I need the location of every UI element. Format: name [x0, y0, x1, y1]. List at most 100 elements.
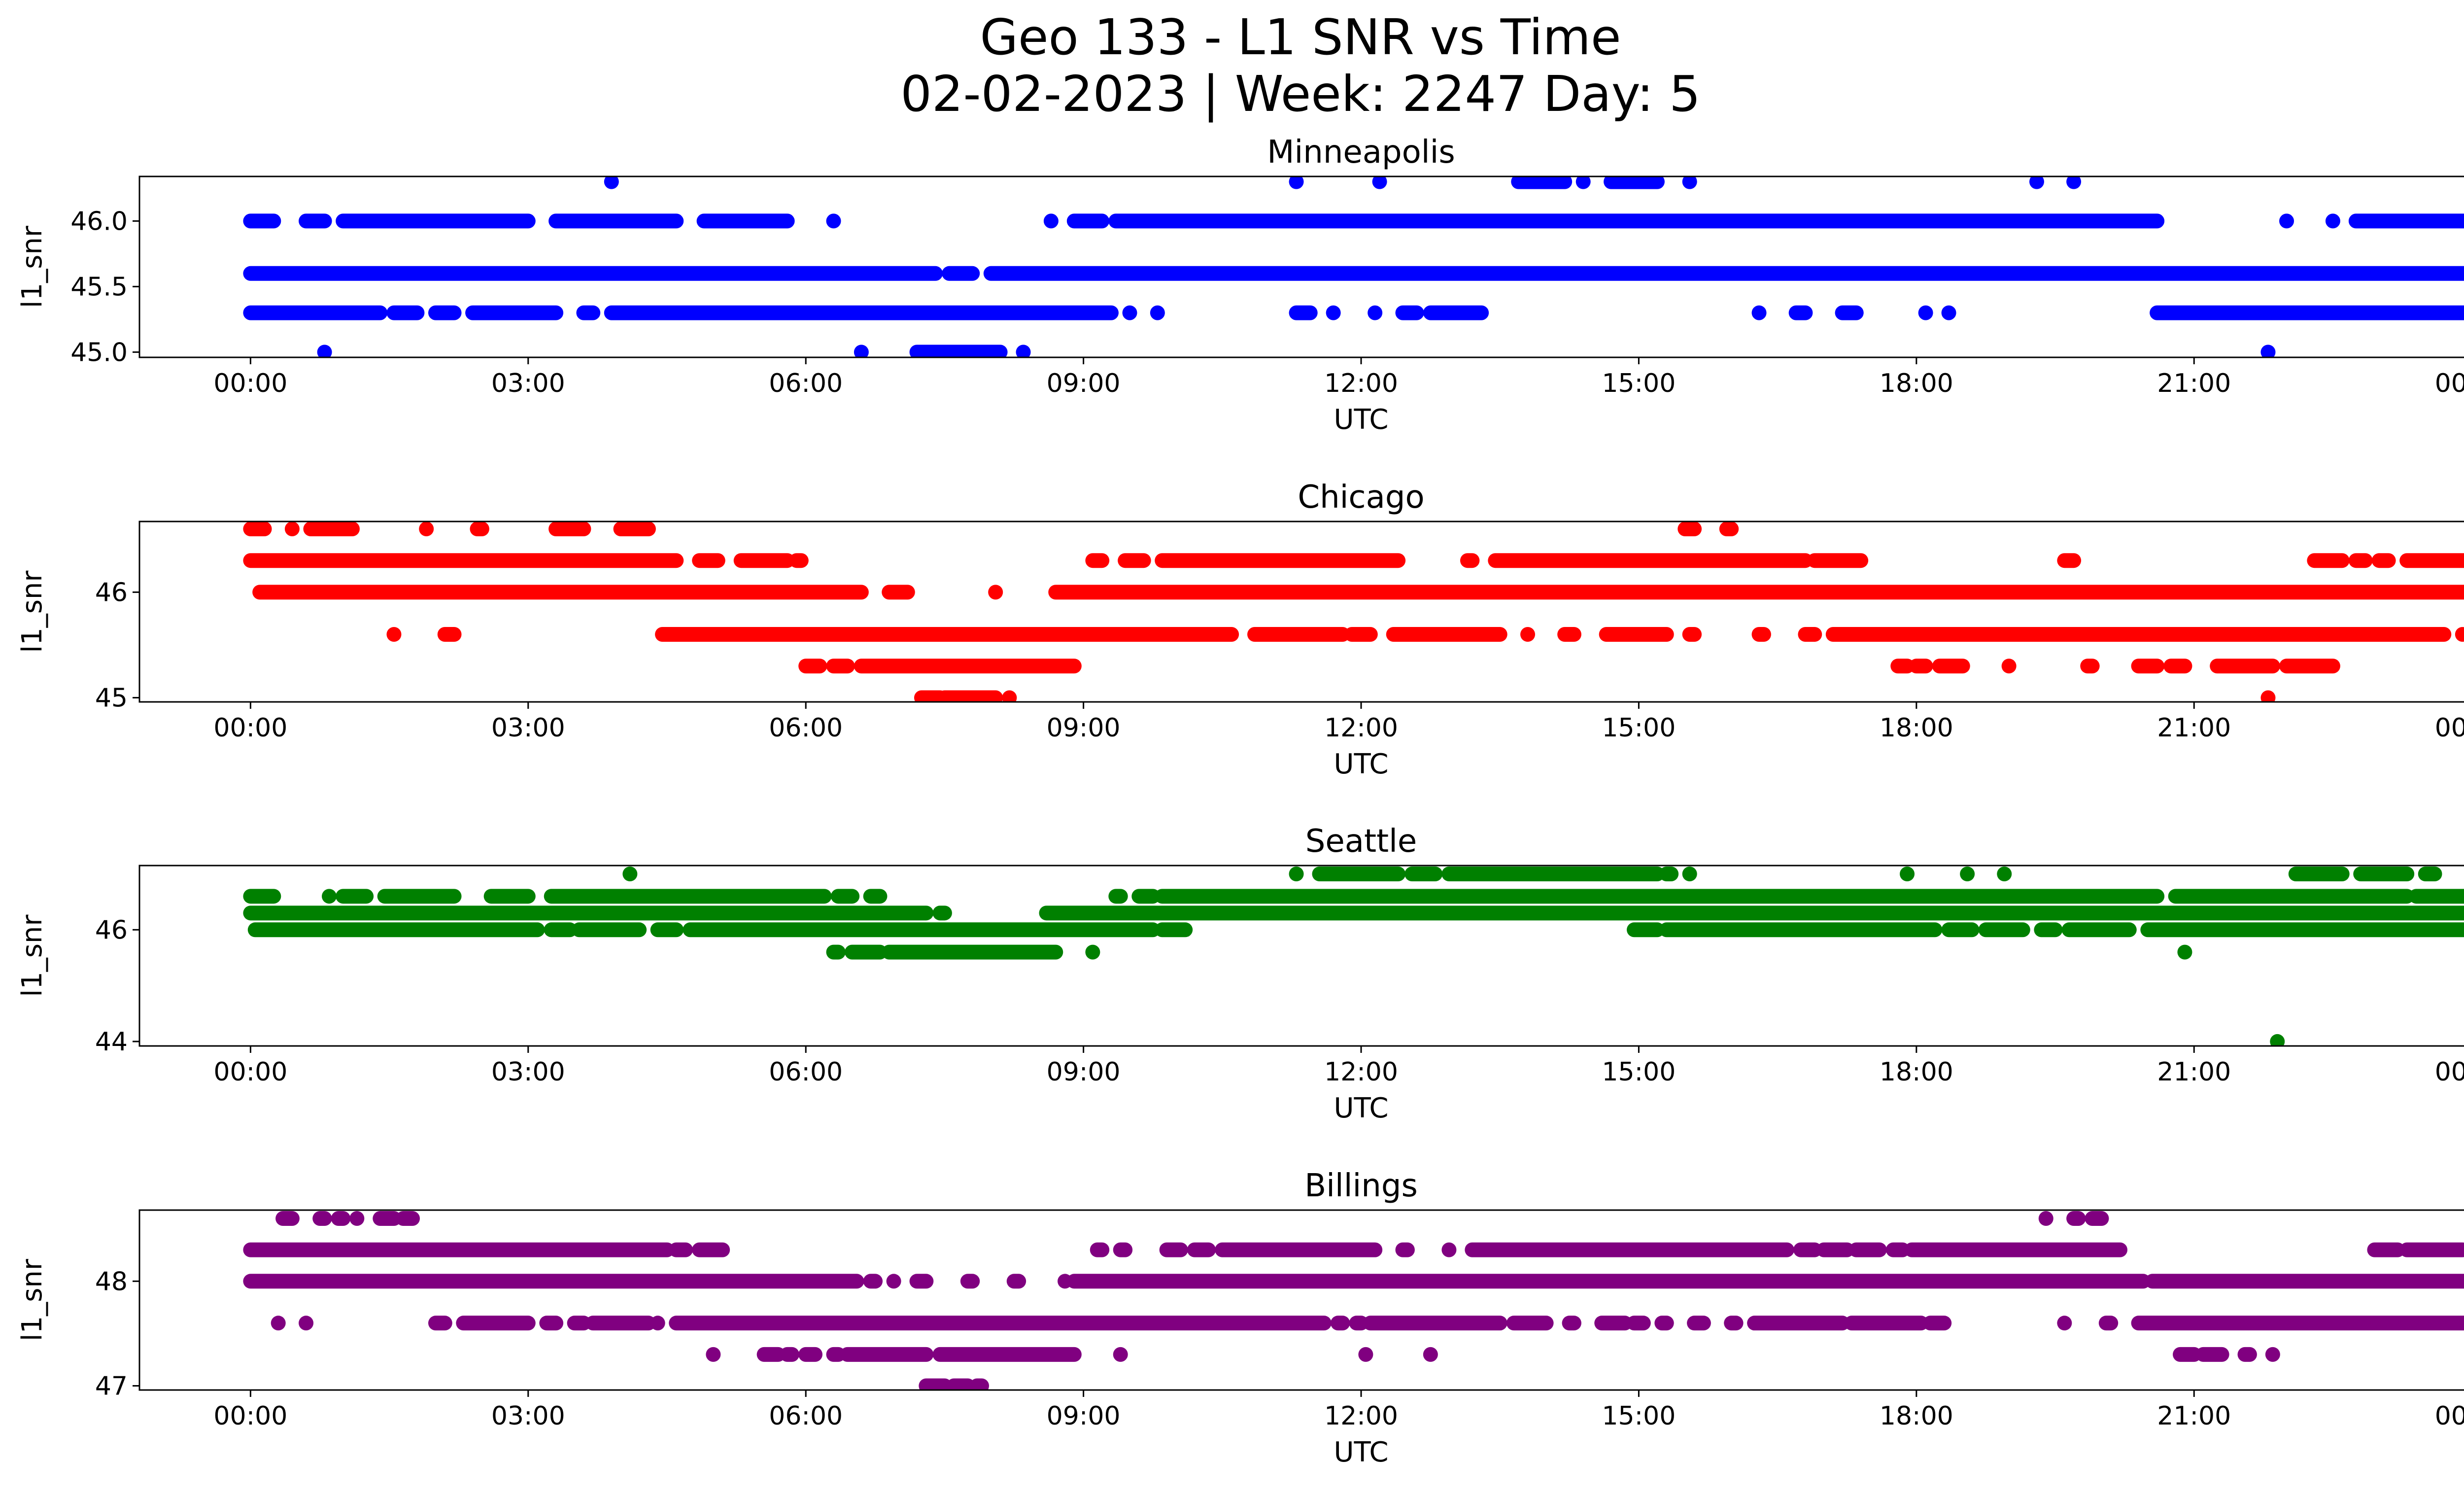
data-point-run [1604, 176, 1665, 189]
data-point-run [2418, 866, 2442, 881]
data-point-run [1048, 585, 2464, 600]
data-point-run [2163, 659, 2192, 674]
data-point [1368, 305, 1383, 320]
data-point-run [604, 305, 1119, 320]
data-point-run [1460, 553, 1480, 568]
data-point [1372, 176, 1387, 189]
data-points [243, 866, 2464, 1046]
data-point-run [1289, 305, 1318, 320]
data-point-run [2057, 553, 2082, 568]
data-point [1441, 1242, 1457, 1257]
data-point-run [303, 522, 360, 536]
data-point-run [826, 659, 855, 674]
data-point-run [275, 1211, 300, 1226]
data-point-run [1798, 627, 1822, 642]
data-point [349, 1211, 365, 1226]
data-point-run [2307, 553, 2350, 568]
data-point-run [544, 922, 578, 938]
data-point [1520, 627, 1536, 642]
data-point [1085, 944, 1100, 960]
data-point-run [243, 266, 943, 281]
data-point [2260, 345, 2276, 357]
data-point-run [1090, 1242, 1110, 1257]
data-point-run [733, 553, 795, 568]
x-tick-label: 21:00 [2157, 1401, 2231, 1431]
data-point-run [909, 1274, 934, 1289]
data-point-run [2371, 553, 2396, 568]
data-point-run [2237, 1347, 2257, 1362]
data-point-run [1155, 922, 1193, 938]
y-tick-label: 48 [95, 1267, 128, 1296]
data-point [1918, 305, 1933, 320]
x-tick-label: 12:00 [1324, 369, 1398, 398]
data-point-run [2399, 1242, 2464, 1257]
data-point-run [373, 1211, 402, 1226]
data-point-run [243, 905, 934, 921]
x-axis-label: UTC [1334, 748, 1388, 780]
data-point-run [1006, 1274, 1027, 1289]
data-point-run [585, 1316, 656, 1331]
data-point [2038, 1211, 2053, 1226]
data-point-run [2353, 866, 2415, 881]
data-point-run [1349, 1316, 1369, 1331]
y-tick-label: 46.0 [70, 207, 128, 236]
x-tick-label: 09:00 [1047, 1057, 1121, 1087]
data-point-run [312, 1211, 332, 1226]
data-points [243, 522, 2464, 702]
data-point-run [1825, 627, 2452, 642]
data-point-run [1751, 627, 1771, 642]
data-point-run [826, 1347, 846, 1362]
data-point [650, 1316, 665, 1331]
figure-title-line2: 02-02-2023 | Week: 2247 Day: 5 [900, 65, 1700, 123]
x-tick-label: 06:00 [769, 713, 843, 743]
data-point [1960, 866, 1975, 881]
data-point-run [845, 944, 888, 960]
data-point-run [2408, 889, 2464, 904]
y-tick-label: 47 [95, 1372, 128, 1401]
data-point [1043, 213, 1059, 229]
data-point-run [2348, 213, 2464, 229]
panel-minneapolis: Minneapolis 00:00 03:00 06:00 09:00 12:00 15:0… [16, 134, 2464, 436]
data-point-run [2131, 1316, 2464, 1331]
data-point-run [2348, 553, 2373, 568]
x-tick-label: 15:00 [1602, 1057, 1676, 1087]
y-tick-label: 46 [95, 578, 128, 607]
data-point-run [1395, 305, 1424, 320]
data-point-run [1488, 553, 1813, 568]
data-point-run [2288, 866, 2350, 881]
data-point-run [983, 266, 2464, 281]
data-point-run [756, 1347, 786, 1362]
data-point [2177, 944, 2192, 960]
data-point-run [1085, 553, 1110, 568]
data-point-run [1627, 922, 1665, 938]
data-point-run [863, 889, 888, 904]
x-tick-label: 00:00 [2435, 713, 2464, 743]
x-tick-label: 06:00 [769, 1401, 843, 1431]
data-point-run [683, 922, 1161, 938]
data-point [1326, 305, 1341, 320]
x-tick-label: 06:00 [769, 369, 843, 398]
data-point-run [1155, 889, 2165, 904]
x-tick-label: 00:00 [2435, 369, 2464, 398]
data-point-run [247, 922, 545, 938]
data-point-run [692, 553, 725, 568]
data-point-run [336, 213, 536, 229]
data-point [2455, 627, 2464, 642]
data-point-run [243, 1274, 864, 1289]
x-tick-label: 21:00 [2157, 713, 2231, 743]
x-tick-label: 03:00 [491, 369, 565, 398]
data-points [243, 176, 2464, 357]
data-point [2066, 176, 2082, 189]
data-point-run [1682, 627, 1702, 642]
panel-billings: Billings 00:00 03:00 06:00 09:00 12:00 15:00 18… [16, 1168, 2464, 1468]
data-point-run [1511, 176, 1573, 189]
data-point [826, 213, 841, 229]
data-point-run [1904, 1242, 2127, 1257]
data-point [2260, 690, 2276, 702]
x-tick-label: 00:00 [213, 369, 287, 398]
data-point-run [1557, 627, 1581, 642]
data-point-run [2367, 1242, 2405, 1257]
panels-container: Minneapolis 00:00 03:00 06:00 09:00 12:00 15:0… [16, 134, 2464, 1468]
